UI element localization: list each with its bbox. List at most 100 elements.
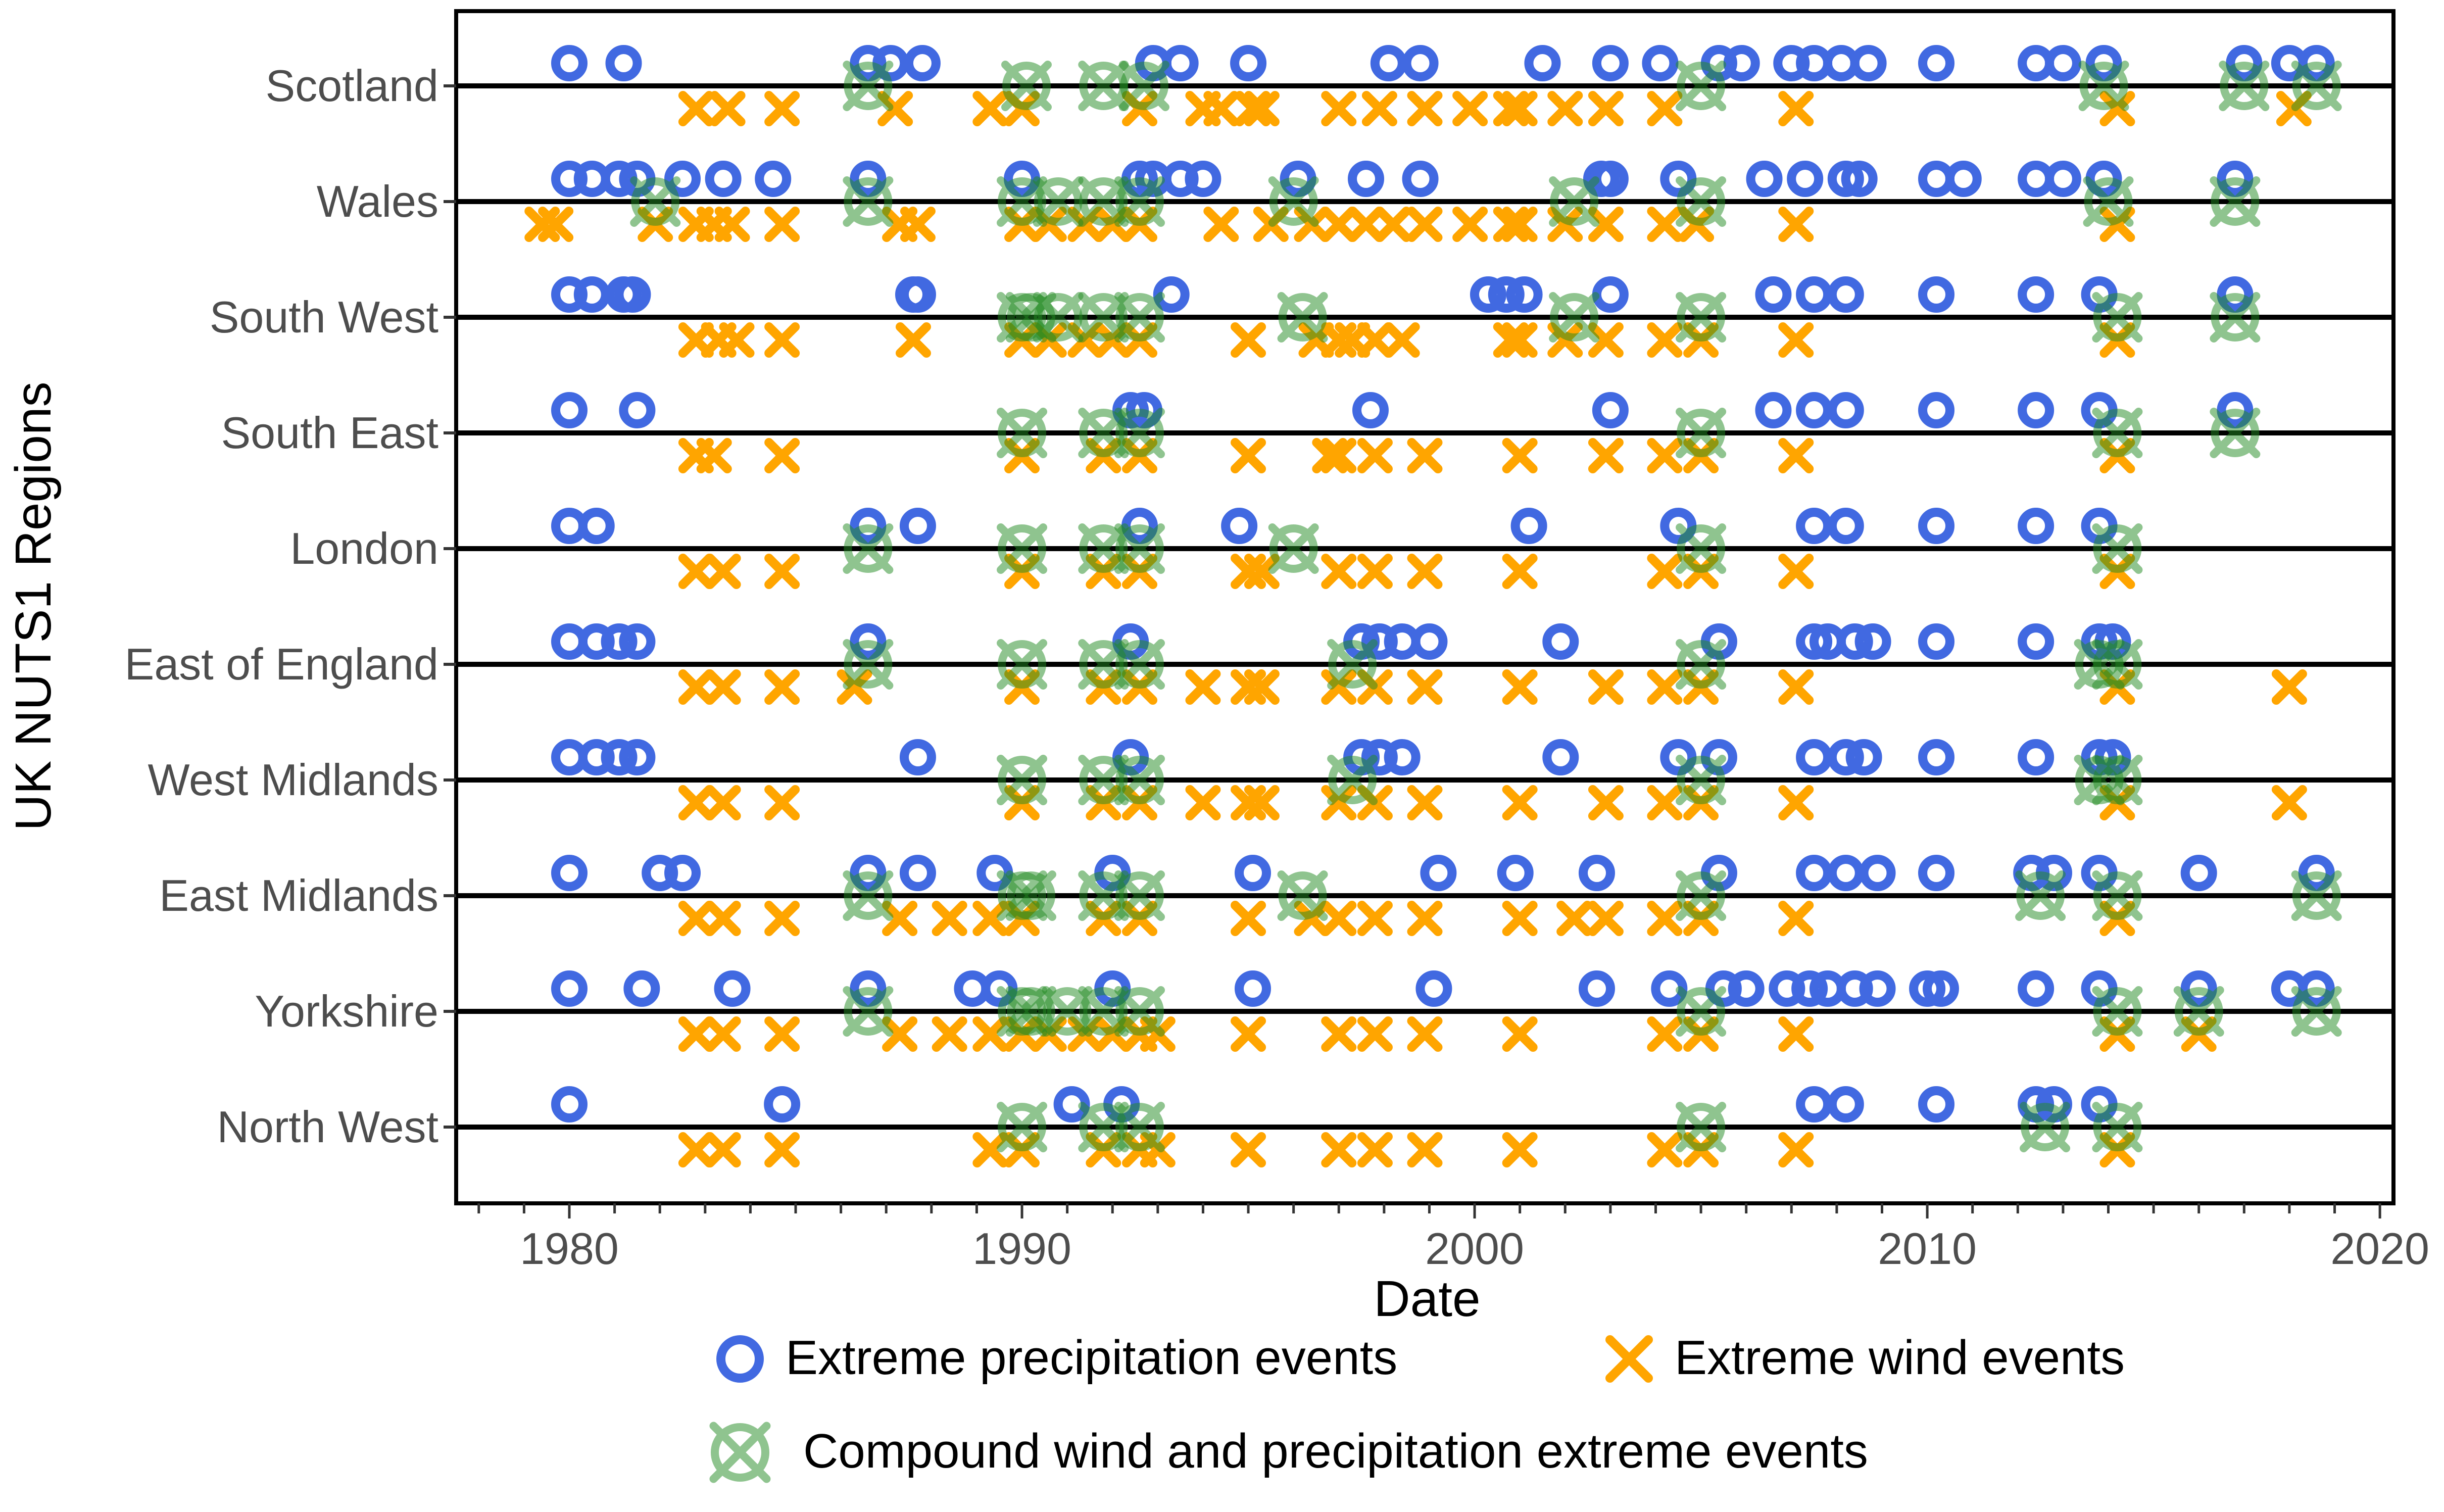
wind-stroke — [705, 785, 741, 820]
wind-marker — [678, 669, 714, 705]
precip-marker — [755, 161, 792, 197]
compound-ring — [1079, 871, 1128, 920]
compound-stroke — [1277, 870, 1328, 921]
wind-marker — [1778, 785, 1814, 820]
wind-marker — [1231, 438, 1266, 473]
compound-ring — [1677, 524, 1726, 573]
wind-stroke — [1231, 322, 1266, 358]
compound-marker — [1277, 292, 1328, 343]
wind-stroke — [678, 91, 714, 126]
precip-marker — [2018, 970, 2055, 1007]
compound-stroke — [843, 870, 894, 921]
compound-marker — [2092, 639, 2143, 690]
precip-marker — [1796, 855, 1833, 891]
wind-marker — [1502, 1132, 1538, 1167]
wind-marker — [1502, 1016, 1538, 1052]
wind-marker — [1407, 785, 1443, 820]
wind-stroke — [764, 785, 800, 820]
wind-stroke — [1321, 207, 1357, 242]
compound-stroke — [1549, 176, 1600, 227]
wind-stroke — [972, 1016, 1008, 1052]
compound-ring — [1115, 640, 1164, 689]
compound-ring — [711, 1423, 769, 1482]
wind-marker — [1502, 901, 1538, 936]
compound-marker — [1078, 408, 1129, 458]
wind-stroke — [710, 91, 746, 126]
precip-marker — [1755, 276, 1792, 313]
compound-ring — [1115, 871, 1164, 920]
compound-marker — [1114, 292, 1165, 343]
wind-marker — [2099, 91, 2135, 126]
precip-marker — [1402, 161, 1439, 197]
wind-marker — [1647, 785, 1683, 820]
wind-stroke — [1407, 438, 1443, 473]
precip-marker — [1542, 739, 1579, 775]
wind-stroke — [678, 901, 714, 936]
compound-stroke — [2078, 61, 2129, 111]
precip-marker — [619, 392, 656, 428]
compound-marker — [1676, 408, 1727, 458]
wind-stroke — [1203, 207, 1239, 242]
compound-ring — [2084, 177, 2133, 226]
compound-stroke — [2092, 523, 2143, 574]
compound-marker — [2291, 870, 2342, 921]
wind-marker — [1778, 438, 1814, 473]
precip-marker — [1510, 508, 1547, 544]
wind-stroke — [972, 91, 1008, 126]
compound-marker — [1078, 176, 1129, 227]
compound-stroke — [1114, 639, 1165, 690]
compound-stroke — [843, 986, 894, 1037]
plot-frame — [454, 9, 2396, 1205]
compound-marker — [1676, 639, 1727, 690]
precip-marker — [551, 1086, 588, 1123]
wind-stroke — [1647, 554, 1683, 589]
compound-marker — [1042, 986, 1093, 1037]
wind-stroke — [1647, 438, 1683, 473]
wind-stroke — [1605, 1335, 1653, 1383]
wind-stroke — [1031, 207, 1067, 242]
compound-stroke — [843, 61, 894, 111]
precip-marker — [1918, 508, 1955, 544]
wind-stroke — [764, 1016, 800, 1052]
legend-wind-icon — [1605, 1335, 1653, 1383]
precip-marker — [1918, 623, 1955, 660]
precip-marker — [1827, 855, 1864, 891]
compound-ring — [1079, 177, 1128, 226]
compound-marker — [997, 755, 1048, 805]
compound-ring — [1677, 987, 1726, 1036]
compound-marker — [1118, 61, 1169, 111]
wind-stroke — [1384, 322, 1420, 358]
wind-marker — [1778, 207, 1814, 242]
compound-ring — [631, 177, 680, 226]
wind-marker — [764, 322, 800, 358]
wind-stroke — [1312, 438, 1348, 473]
wind-marker — [1231, 901, 1266, 936]
wind-stroke — [1185, 785, 1221, 820]
compound-marker — [1268, 176, 1319, 227]
compound-ring — [1550, 293, 1599, 342]
compound-marker — [1676, 1102, 1727, 1152]
compound-marker — [2092, 1102, 2143, 1152]
compound-stroke — [2291, 986, 2342, 1037]
wind-marker — [1231, 1132, 1266, 1167]
precip-marker — [1859, 970, 1896, 1007]
precip-marker — [2217, 276, 2254, 313]
wind-marker — [1493, 207, 1529, 242]
wind-stroke — [1502, 91, 1538, 126]
compound-ring — [1328, 756, 1377, 804]
precip-marker — [2044, 161, 2081, 197]
wind-marker — [1407, 91, 1443, 126]
wind-marker — [1647, 322, 1683, 358]
compound-marker — [2210, 176, 2261, 227]
wind-marker — [1407, 1016, 1443, 1052]
wind-stroke — [895, 322, 931, 358]
precip-marker — [1796, 1086, 1833, 1123]
wind-stroke — [764, 1132, 800, 1167]
precip-marker — [1787, 161, 1824, 197]
compound-ring — [1328, 640, 1377, 689]
compound-marker — [1549, 176, 1600, 227]
compound-ring — [1079, 409, 1128, 457]
compound-ring — [1269, 524, 1318, 573]
precip-marker — [714, 970, 751, 1007]
precip-marker — [1542, 623, 1579, 660]
